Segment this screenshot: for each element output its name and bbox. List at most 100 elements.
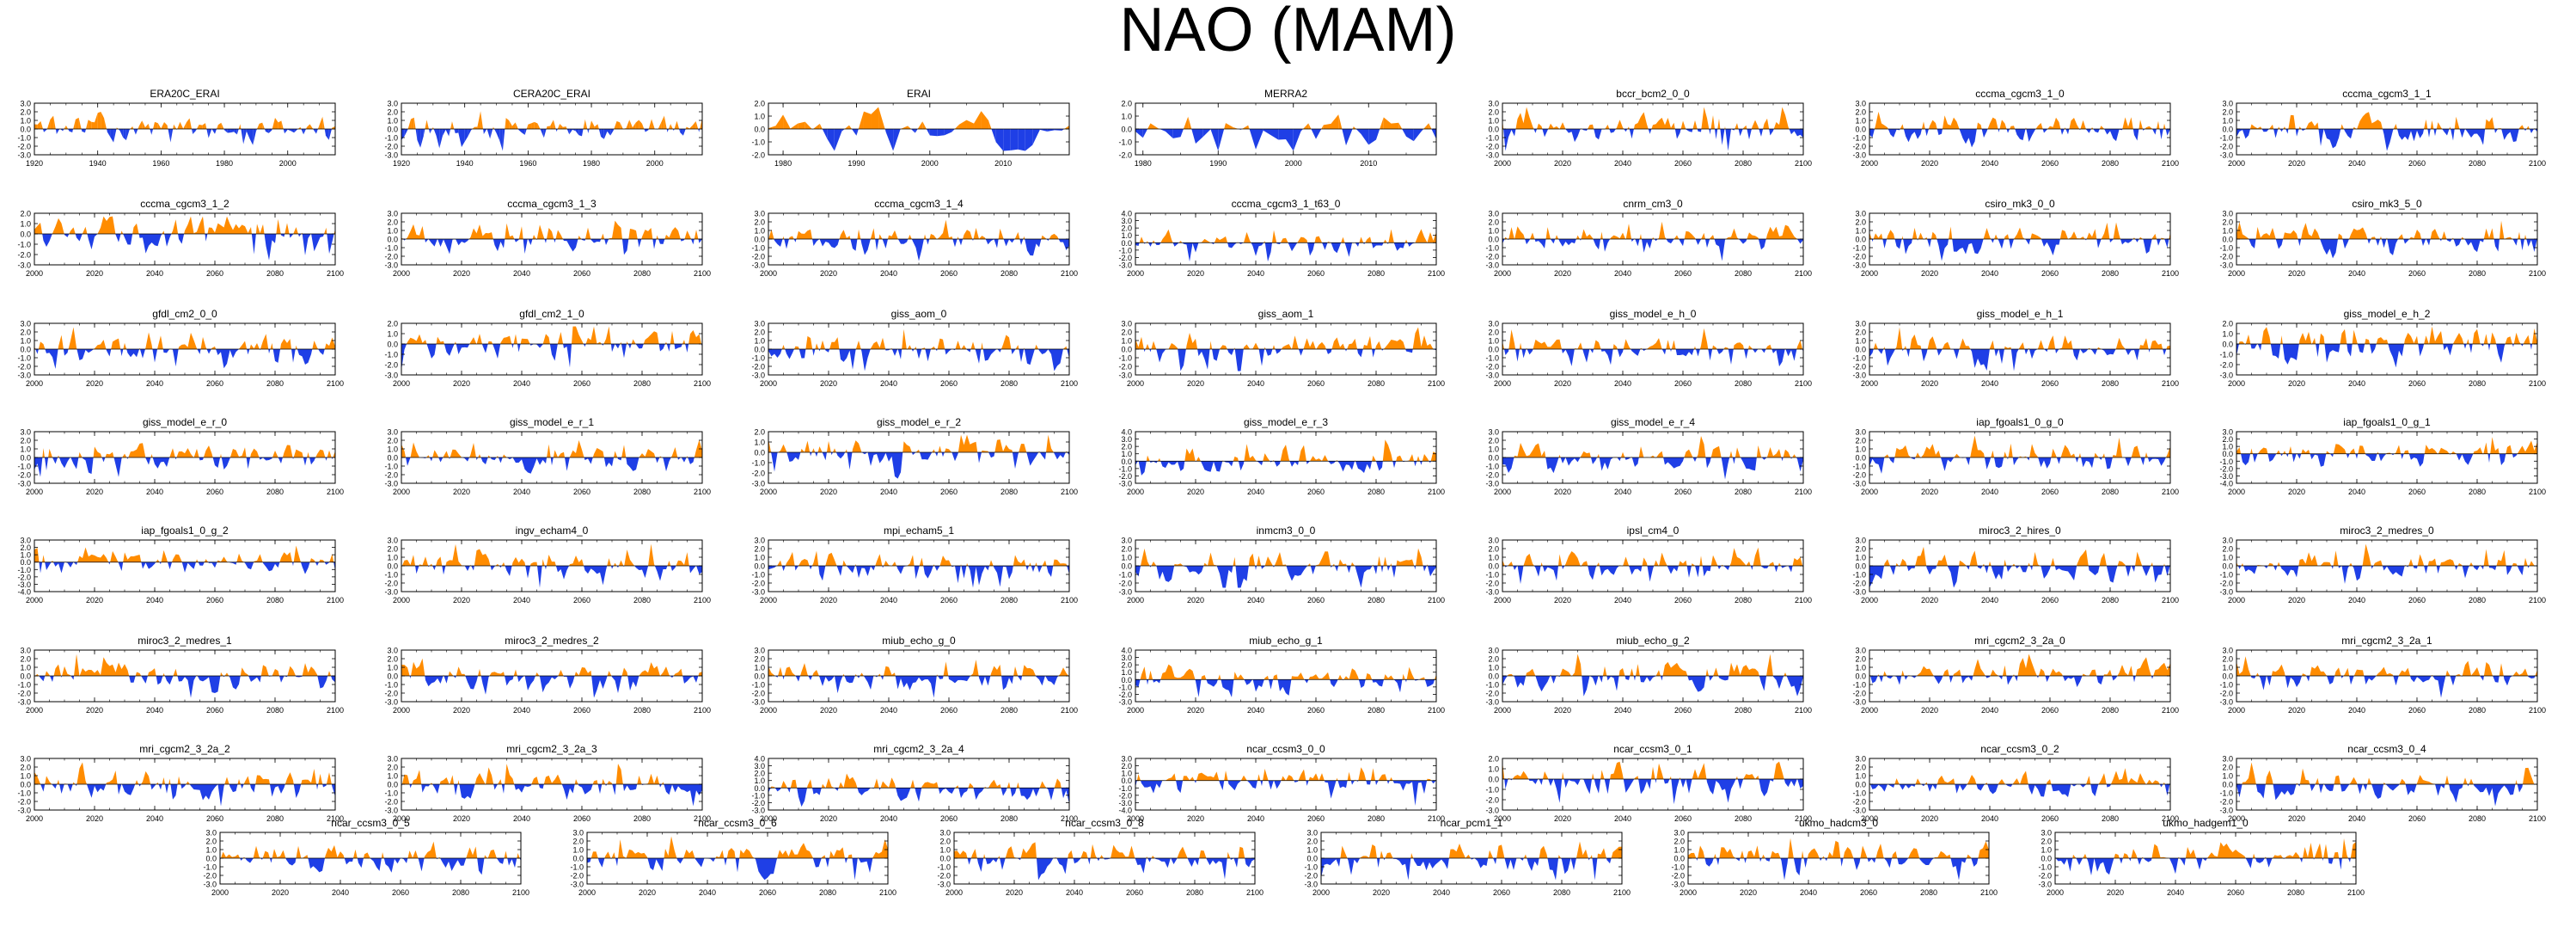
negative-segment (907, 239, 909, 242)
negative-segment (2414, 129, 2417, 142)
x-tick-label: 2100 (1428, 269, 1445, 278)
negative-segment (1186, 242, 1190, 262)
negative-segment (518, 457, 522, 463)
positive-segment (2071, 340, 2073, 349)
positive-segment (319, 116, 323, 129)
negative-segment (320, 349, 323, 355)
y-tick-label: -2.0 (17, 251, 31, 260)
negative-segment (1542, 129, 1545, 138)
negative-segment (1565, 349, 1569, 357)
negative-segment (875, 239, 877, 251)
x-tick-label: 1920 (26, 159, 43, 168)
positive-segment (40, 341, 44, 349)
negative-segment (1184, 242, 1187, 245)
x-tick-label: 1980 (216, 159, 233, 168)
panel-giss_aom_0: giss_aom_0 3.0 2.0 1.0 0.0 -1.0 -2.0 -3.0 2000 20… (734, 308, 1086, 407)
positive-segment (1341, 236, 1343, 243)
x-tick-label: 2060 (2041, 379, 2059, 388)
negative-segment (1698, 239, 1701, 245)
positive-segment (282, 452, 285, 457)
positive-segment (470, 337, 474, 344)
positive-segment (1767, 118, 1770, 129)
positive-segment (2381, 236, 2382, 239)
positive-segment (1523, 234, 1526, 239)
negative-segment (2295, 129, 2297, 137)
y-tick-label: 2.0 (1488, 328, 1499, 337)
negative-segment (315, 129, 318, 134)
negative-segment (1355, 242, 1358, 247)
positive-segment (1776, 122, 1779, 129)
positive-segment (2018, 347, 2020, 349)
negative-segment (660, 344, 664, 352)
negative-segment (2267, 129, 2269, 132)
positive-segment (1370, 335, 1373, 349)
negative-segment (2287, 129, 2289, 134)
positive-segment (2414, 230, 2417, 239)
negative-segment (639, 239, 642, 248)
positive-segment (689, 125, 693, 129)
positive-segment (131, 451, 134, 457)
negative-segment (1162, 349, 1166, 354)
positive-segment (101, 340, 104, 349)
negative-segment (1298, 349, 1301, 356)
positive-segment (1508, 227, 1512, 239)
positive-segment (488, 232, 492, 239)
negative-segment (2417, 129, 2420, 138)
negative-segment (2270, 344, 2273, 356)
negative-segment (865, 349, 868, 371)
positive-segment (327, 450, 329, 457)
positive-segment (2261, 126, 2262, 129)
negative-segment (1966, 239, 1969, 255)
x-tick-label: 2020 (453, 379, 470, 388)
x-tick-label: 2080 (2102, 379, 2119, 388)
y-tick-label: -1.0 (2219, 244, 2233, 253)
negative-segment (486, 129, 491, 139)
positive-segment (546, 334, 549, 344)
negative-segment (2465, 239, 2469, 246)
positive-segment (2004, 346, 2005, 349)
positive-segment (61, 223, 64, 234)
negative-segment (554, 344, 558, 361)
positive-segment (794, 346, 796, 349)
positive-segment (1190, 332, 1193, 349)
positive-segment (1551, 343, 1554, 349)
positive-segment (1429, 123, 1432, 129)
negative-segment (1686, 349, 1689, 357)
negative-segment (2498, 239, 2500, 252)
positive-segment (187, 332, 191, 349)
positive-segment (2257, 226, 2261, 239)
positive-segment (2381, 337, 2384, 344)
positive-segment (658, 122, 662, 129)
y-tick-label: -3.0 (751, 371, 765, 380)
negative-segment (1607, 349, 1611, 365)
y-tick-label: 3.0 (754, 320, 765, 328)
negative-segment (2249, 239, 2252, 246)
negative-segment (2065, 129, 2068, 135)
negative-segment (829, 239, 832, 248)
negative-segment (468, 457, 470, 462)
panel-gfdl_cm2_0_0: gfdl_cm2_0_0 3.0 2.0 1.0 0.0 -1.0 -2.0 -3.0 2000… (0, 308, 352, 407)
negative-segment (677, 457, 678, 460)
negative-segment (263, 457, 266, 461)
positive-segment (900, 126, 909, 129)
positive-segment (1699, 346, 1701, 349)
negative-segment (792, 349, 795, 353)
negative-segment (2512, 344, 2513, 347)
positive-segment (40, 222, 43, 234)
positive-segment (181, 451, 185, 457)
positive-area (1502, 328, 1802, 349)
positive-segment (560, 124, 563, 129)
negative-segment (2047, 349, 2048, 353)
negative-segment (2047, 239, 2050, 249)
negative-segment (2298, 239, 2300, 247)
positive-segment (536, 224, 540, 239)
positive-segment (413, 339, 417, 344)
positive-segment (139, 443, 143, 457)
negative-segment (2275, 344, 2279, 359)
negative-segment (566, 457, 570, 471)
negative-segment (2345, 129, 2348, 137)
negative-segment (1294, 242, 1298, 247)
positive-segment (251, 226, 252, 234)
positive-segment (287, 445, 291, 457)
negative-segment (1412, 349, 1413, 353)
